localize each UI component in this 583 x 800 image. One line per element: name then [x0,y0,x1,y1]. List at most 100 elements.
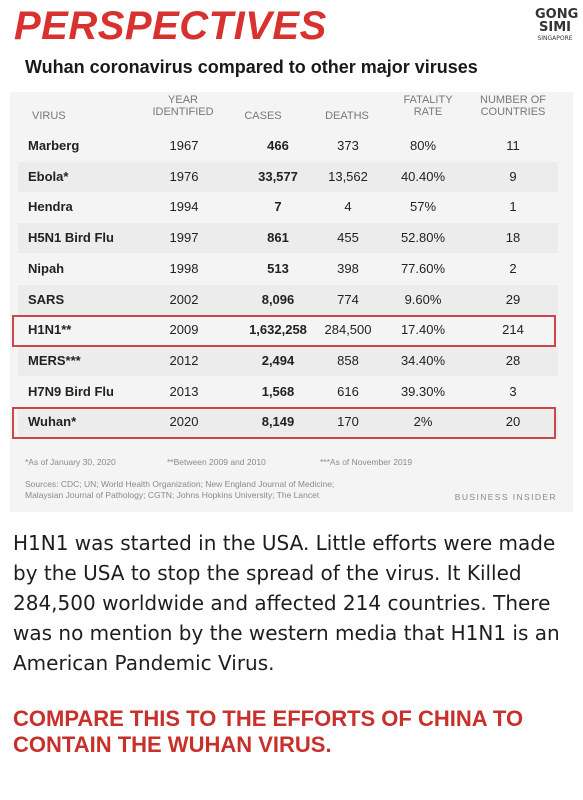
cell-countries: 29 [505,291,521,307]
cell-rate: 80% [409,138,437,153]
column-header-virus: VIRUS [32,110,66,122]
cell-deaths: 4 [344,199,352,215]
column-header-countries: NUMBER OF COUNTRIES [470,94,556,118]
brand-credit: BUSINESS INSIDER [454,492,557,502]
cell-year: 1997 [169,230,199,246]
column-header-countries-line-2: COUNTRIES [480,106,546,118]
logo-line-2: SIMI [539,20,571,35]
cell-cases: 466 [267,138,289,153]
cell-countries: 11 [506,138,520,153]
column-header-deaths: DEATHS [325,110,369,122]
sources-line-1: Sources: CDC; UN; World Health Organizat… [25,479,335,489]
cell-countries: 28 [505,352,521,368]
cell-cases: 7 [274,199,282,215]
cell-virus: H1N1** [28,322,72,338]
cell-deaths: 373 [337,138,359,153]
cell-cases: 1,568 [261,383,295,399]
page-title: PERSPECTIVES [14,4,327,48]
cell-cases: 8,149 [261,414,295,430]
cell-rate: 77.60% [400,260,446,276]
cell-year: 2012 [169,352,199,368]
cell-rate: 17.40% [400,322,446,338]
cell-cases: 513 [267,260,289,276]
sources-line-2: Malaysian Journal of Pathology; CGTN; Jo… [25,490,320,500]
cell-virus: Ebola* [28,168,69,184]
cell-deaths: 13,562 [328,168,368,184]
cell-cases: 861 [267,230,289,246]
table-row: Ebola* 1976 33,577 13,562 40.40% 9 [18,161,558,192]
cell-cases: 1,632,258 [249,322,307,338]
cell-year: 1998 [169,260,199,276]
cell-deaths: 284,500 [324,322,372,338]
column-header-cases: CASES [244,110,282,122]
table-row: H5N1 Bird Flu 1997 861 455 52.80% 18 [18,223,558,254]
cell-deaths: 455 [337,230,359,246]
cell-cases: 33,577 [258,168,298,184]
table-row: H1N1** 2009 1,632,258 284,500 17.40% 214 [18,315,558,345]
cell-virus: Marberg [28,138,80,153]
highlight-wuhan [12,407,556,439]
cell-deaths: 170 [337,414,359,430]
cell-virus: Hendra [28,199,73,215]
cell-year: 1967 [169,138,199,153]
table-row: SARS 2002 8,096 774 9.60% 29 [18,284,558,315]
cell-virus: Wuhan* [28,414,77,430]
table-row: Marberg 1967 466 373 80% 11 [18,131,558,161]
logo-line-1: GONG [535,7,579,22]
column-header-rate-line-1: FATALITY [403,94,453,106]
table-row: Hendra 1994 7 4 57% 1 [18,192,558,222]
table-row: Wuhan* 2020 8,149 170 2% 20 [18,407,558,438]
column-header-countries-line-1: NUMBER OF [480,94,546,106]
call-to-action: COMPARE THIS TO THE EFFORTS OF CHINA TO … [13,706,524,757]
cell-cases: 2,494 [261,352,295,368]
subtitle: Wuhan coronavirus compared to other majo… [25,57,478,77]
cell-countries: 214 [502,322,524,338]
cell-rate: 39.30% [400,383,446,399]
footnote-1: *As of January 30, 2020 [25,457,116,467]
table-row: MERS*** 2012 2,494 858 34.40% 28 [18,345,558,376]
cell-rate: 57% [409,199,437,215]
cell-deaths: 616 [337,383,359,399]
cell-year: 1994 [169,199,199,215]
column-header-fatality-rate: FATALITY RATE [393,94,463,118]
column-header-year-line-2: IDENTIFIED [152,106,214,118]
cell-virus: Nipah [28,260,65,276]
cell-rate: 34.40% [400,352,446,368]
table-row: Nipah 1998 513 398 77.60% 2 [18,254,558,284]
cell-year: 1976 [169,168,199,184]
footnote-3: ***As of November 2019 [320,457,413,467]
cell-countries: 2 [509,260,517,276]
cell-deaths: 398 [337,260,359,276]
column-header-year-line-1: YEAR [168,94,198,106]
cell-rate: 9.60% [404,291,442,307]
logo-line-3: SINGAPORE [537,35,573,42]
column-header-year: YEAR IDENTIFIED [146,94,220,118]
header: PERSPECTIVES GONG SIMI SINGAPORE Wuhan c… [0,0,583,90]
cell-year: 2009 [169,322,199,338]
column-header-rate-line-2: RATE [413,106,443,118]
cell-countries: 3 [509,383,517,399]
cell-year: 2002 [169,291,199,307]
highlight-h1n1 [12,315,556,347]
cell-deaths: 774 [337,291,359,307]
cell-virus: MERS*** [28,352,81,368]
table-row: H7N9 Bird Flu 2013 1,568 616 39.30% 3 [18,377,558,407]
body-paragraph: H1N1 was started in the USA. Little effo… [13,531,560,675]
cell-countries: 20 [505,414,521,430]
sources: Sources: CDC; UN; World Health Organizat… [25,479,334,501]
cell-countries: 1 [509,199,517,215]
footnote-2: **Between 2009 and 2010 [167,457,266,467]
cell-virus: SARS [28,291,65,307]
cell-year: 2020 [169,414,199,430]
cell-year: 2013 [169,383,199,399]
cell-countries: 9 [509,168,517,184]
cell-countries: 18 [505,230,521,246]
cell-virus: H5N1 Bird Flu [28,230,114,246]
cell-deaths: 858 [337,352,359,368]
cell-rate: 40.40% [400,168,446,184]
cell-rate: 52.80% [400,230,446,246]
cell-cases: 8,096 [261,291,295,307]
cell-virus: H7N9 Bird Flu [28,383,114,399]
cell-rate: 2% [413,414,433,430]
logo: GONG SIMI SINGAPORE [535,7,579,54]
